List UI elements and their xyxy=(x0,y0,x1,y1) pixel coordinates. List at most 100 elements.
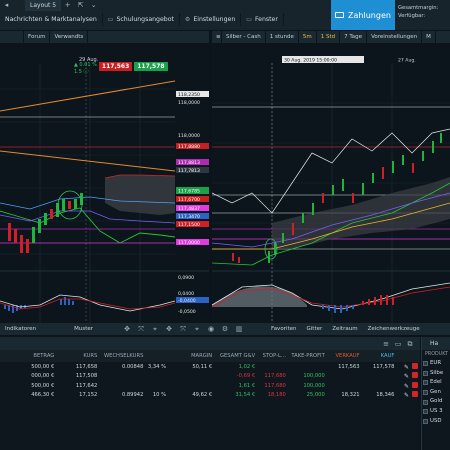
layout-tab[interactable]: Layout 5 xyxy=(25,0,62,11)
col-header[interactable]: MARGIN xyxy=(168,350,215,362)
close-position-button[interactable] xyxy=(412,391,418,398)
col-header[interactable]: VERKAUF xyxy=(326,350,362,362)
menu-settings[interactable]: ⚙ Einstellungen xyxy=(180,13,242,26)
move-icon[interactable]: ⤧ xyxy=(138,324,144,333)
take-profit-cell[interactable]: 100,000 xyxy=(303,382,325,389)
watchlist-item[interactable]: Gen xyxy=(422,388,450,398)
row-actions: ✎ xyxy=(396,362,420,372)
forum-tab[interactable]: Forum xyxy=(24,31,51,43)
favorites-button[interactable]: Favoriten xyxy=(271,326,297,332)
col-header[interactable]: GESAMT G&V xyxy=(214,350,258,362)
stop-loss-cell[interactable] xyxy=(257,362,288,372)
table-row[interactable]: 000,00 € 117,508 -0,69 € 117,680 100,000 ✎ xyxy=(0,372,420,382)
sell-quote-button[interactable]: 117,563 xyxy=(98,62,133,71)
col-header[interactable]: KAUF xyxy=(361,350,397,362)
date-tag: 27 Aug. xyxy=(398,58,416,64)
positions-header-row: BETRAG KURS WECHSELKURS MARGIN GESAMT G&… xyxy=(0,350,420,362)
grid-button[interactable]: Gitter xyxy=(306,326,323,332)
price-label: 117,6785 xyxy=(178,189,200,195)
menu-training[interactable]: ▭ Schulungsangebot xyxy=(103,13,180,26)
edit-icon[interactable]: ✎ xyxy=(403,382,409,390)
left-price-chart[interactable]: 29 Aug. xyxy=(0,43,209,323)
col-header[interactable]: KURS xyxy=(56,350,100,362)
col-header[interactable]: TAKE-PROFIT xyxy=(287,350,327,362)
col-header[interactable]: STOP-L... xyxy=(257,350,288,362)
amount-cell: 000,00 € xyxy=(31,373,55,380)
timeframe-5m[interactable]: 5m xyxy=(299,31,317,43)
move-icon[interactable]: ⤧ xyxy=(180,324,186,333)
row-actions: ✎ xyxy=(396,391,420,401)
menu-window-label: Fenster xyxy=(254,16,278,23)
edit-icon[interactable]: ✎ xyxy=(403,392,409,400)
popout-icon[interactable]: ⇱ xyxy=(77,1,84,9)
nav-icon[interactable]: ◂ xyxy=(4,1,9,9)
settings-icon[interactable]: ⚙ xyxy=(221,325,229,333)
margin-cell: 50,11 € xyxy=(192,363,213,370)
sell-cell xyxy=(327,372,362,382)
timeframe-select[interactable]: 1 stunde xyxy=(266,31,299,43)
more-button[interactable]: M xyxy=(422,31,436,43)
edit-icon[interactable]: ✎ xyxy=(403,363,409,371)
left-chart-panel[interactable]: Forum Verwandts 29 Aug. xyxy=(0,31,209,331)
watchlist-title[interactable]: Ha xyxy=(422,337,450,350)
indicators-button[interactable]: Indikatoren xyxy=(5,326,37,332)
row-actions: ✎ xyxy=(396,381,420,391)
stop-loss-cell[interactable]: 117,680 xyxy=(264,382,286,389)
buy-quote-button[interactable]: 117,578 xyxy=(134,62,168,71)
menu-news[interactable]: Nachrichten & Marktanalysen xyxy=(0,13,103,26)
payments-button[interactable]: Zahlungen xyxy=(331,0,395,30)
edit-icon[interactable]: ✎ xyxy=(403,373,409,381)
instrument-title[interactable]: Silber - Cash xyxy=(222,31,266,43)
crosshair-icon[interactable]: ✥ xyxy=(166,325,172,333)
col-header[interactable]: WECHSELKURS xyxy=(99,350,146,362)
table-row[interactable]: 466,30 € 17,152 0.89942 10 % 49,62 € 31,54 € 1… xyxy=(0,391,420,401)
col-header[interactable]: BETRAG xyxy=(0,350,57,362)
take-profit-cell[interactable]: 25,000 xyxy=(306,392,325,399)
take-profit-cell[interactable] xyxy=(288,362,327,372)
table-row[interactable]: 500,00 € 117,658 0.00848 3,34 % 50,11 € 1,02 … xyxy=(0,362,420,372)
table-row[interactable]: 500,00 € 117,642 1,61 € 117,680 100,000 ✎ xyxy=(0,381,420,391)
related-tab[interactable]: Verwandts xyxy=(50,31,89,43)
watchlist-item[interactable]: Edel xyxy=(422,378,450,388)
take-profit-cell[interactable]: 100,000 xyxy=(303,373,325,380)
popout-icon[interactable]: ⧉ xyxy=(407,339,413,348)
right-chart-panel[interactable]: ≡ Silber - Cash 1 stunde 5m 1 Std 7 Tage… xyxy=(212,31,450,331)
close-position-button[interactable] xyxy=(412,362,418,369)
menu-window[interactable]: ▭ Fenster xyxy=(241,13,284,26)
chart-type-icon[interactable]: ▥ xyxy=(235,325,243,333)
watchlist-item[interactable]: USD xyxy=(422,417,450,427)
flag-icon xyxy=(423,380,428,386)
camera-icon[interactable]: ◉ xyxy=(207,325,215,333)
right-price-chart[interactable]: 30 Aug. 2019 15:00:00 27 Aug. xyxy=(212,43,450,323)
percent-cell: 10 % xyxy=(152,392,167,399)
main-menu: Nachrichten & Marktanalysen ▭ Schulungsan… xyxy=(0,13,330,26)
timeframe-7d[interactable]: 7 Tage xyxy=(340,31,368,43)
chevron-down-icon[interactable]: ⌄ xyxy=(90,1,97,9)
total-margin-label: Gesamtmargin: xyxy=(398,5,439,11)
watchlist-item[interactable]: EUR xyxy=(422,359,450,369)
watchlist-column: PRODUKT xyxy=(425,352,448,357)
crosshair-icon[interactable]: ✥ xyxy=(124,325,130,333)
timeframe-1h[interactable]: 1 Std xyxy=(317,31,341,43)
presets-button[interactable]: Voreinstellungen xyxy=(367,31,423,43)
buy-cell xyxy=(362,381,397,391)
flag-icon xyxy=(423,370,428,376)
period-button[interactable]: Zeitraum xyxy=(332,326,358,332)
watchlist-item[interactable]: Gold xyxy=(422,397,450,407)
stop-loss-cell[interactable]: 117,680 xyxy=(264,373,286,380)
drawing-tools-button[interactable]: Zeichenwerkzeuge xyxy=(367,326,420,332)
fx-rate-cell: 0.00848 xyxy=(121,363,144,370)
cursor-icon[interactable]: ⌖ xyxy=(153,324,157,333)
close-position-button[interactable] xyxy=(412,381,418,388)
add-layout-icon[interactable]: + xyxy=(64,1,71,9)
menu-icon[interactable]: ≡ xyxy=(212,31,222,43)
watchlist-item[interactable]: US 3 xyxy=(422,407,450,417)
cursor-icon[interactable]: ⌖ xyxy=(195,324,199,333)
watchlist-item[interactable]: Silbe xyxy=(422,369,450,379)
patterns-button[interactable]: Muster xyxy=(74,326,94,332)
price-label: 117,8880 xyxy=(178,144,200,150)
stop-loss-cell[interactable]: 18,180 xyxy=(267,392,286,399)
menu-icon[interactable]: ≡ xyxy=(383,339,389,348)
close-position-button[interactable] xyxy=(412,372,418,379)
minimize-icon[interactable]: ▭ xyxy=(394,339,402,348)
